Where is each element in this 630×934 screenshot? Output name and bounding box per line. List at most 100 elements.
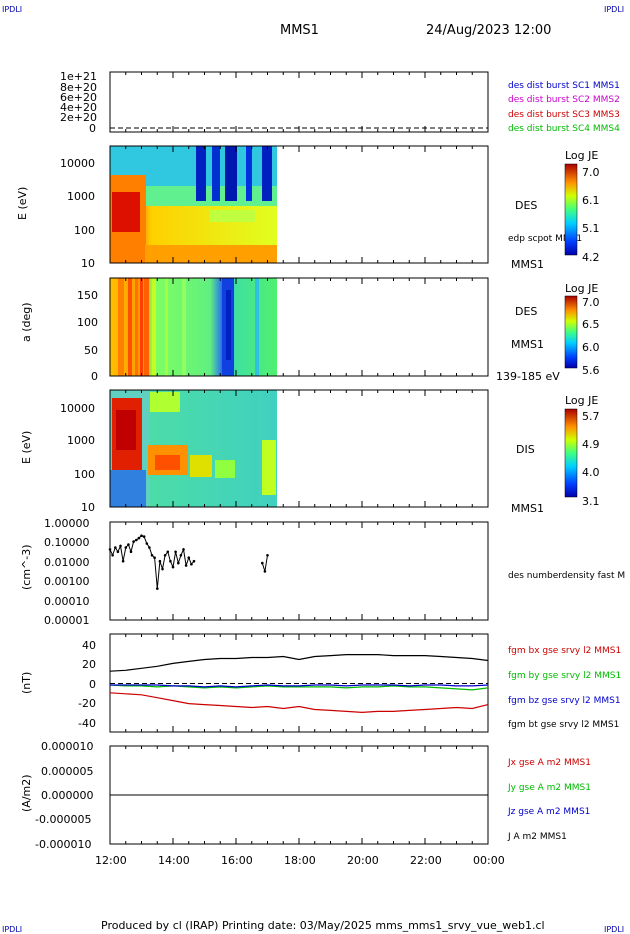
spacecraft-title: MMS1: [280, 23, 319, 38]
y-tick-label: 6e+20: [60, 91, 97, 104]
fgm-line-bt: [109, 653, 489, 672]
legend-sc2: des dist burst SC2 MMS2: [508, 95, 620, 105]
y-tick-label: 100: [74, 224, 95, 237]
colorbar-gradient: [564, 408, 578, 498]
y-tick-label: 0.00100: [44, 575, 90, 588]
fgm-line-bz: [110, 684, 489, 688]
y-tick-label: 0: [89, 122, 96, 135]
y-tick-label: 100: [74, 468, 95, 481]
fgm-series: [109, 653, 489, 714]
colorbar-des-energy: Log JE 7.0 6.1 5.1 4.2: [564, 149, 600, 264]
density-line: [109, 535, 195, 589]
corner-label-tr: IPDLI: [604, 5, 624, 14]
legend-sc4: des dist burst SC4 MMS4: [508, 124, 620, 134]
date-title: 24/Aug/2023 12:00: [426, 23, 551, 38]
side-label-dis: DIS: [516, 443, 535, 456]
footer-text: Produced by cl (IRAP) Printing date: 03/…: [101, 919, 545, 932]
colorbar-tick: 5.7: [582, 410, 600, 423]
colorbar-tick: 4.2: [582, 251, 600, 264]
time-axis: 12:00 14:00 16:00 18:00 20:00 22:00 00:0…: [95, 854, 505, 867]
overlay-label: edp scpot MMS1: [508, 234, 582, 244]
colorbar-tick: 7.0: [582, 296, 600, 309]
y-tick-label: 0: [91, 370, 98, 383]
colorbar-tick: 6.5: [582, 318, 600, 331]
sub-label-mms1: MMS1: [511, 502, 544, 515]
panel-des-pitch: a (deg) 150 100 50 0 DES MMS1 139-185 eV…: [20, 277, 600, 383]
y-tick-label: 4e+20: [60, 101, 97, 114]
y-tick-label: 10: [81, 257, 95, 270]
x-tick-label: 14:00: [158, 854, 190, 867]
legend-by: fgm by gse srvy l2 MMS1: [508, 671, 621, 681]
panel-current: (A/m2) 0.000010 0.000005 0.000000 -0.000…: [20, 740, 591, 851]
legend-j: J A m2 MMS1: [507, 832, 567, 842]
x-tick-label: 16:00: [221, 854, 253, 867]
colorbar-dis-energy: Log JE 5.7 4.9 4.0 3.1: [564, 394, 600, 508]
colorbar-des-pitch: Log JE 7.0 6.5 6.0 5.6: [564, 282, 600, 377]
legend-jy: Jy gse A m2 MMS1: [507, 783, 591, 793]
tick-marks: [109, 72, 489, 844]
y-axis-label: E (eV): [20, 431, 33, 464]
colorbar-title: Log JE: [565, 394, 598, 407]
panel-frame: [109, 71, 489, 133]
colorbar-tick: 4.9: [582, 438, 600, 451]
y-axis-label: a (deg): [20, 302, 33, 342]
y-tick-label: 20: [82, 658, 96, 671]
x-tick-label: 12:00: [95, 854, 127, 867]
density-line: [261, 555, 268, 572]
colorbar-gradient: [564, 295, 578, 369]
y-tick-label: 8e+20: [60, 81, 97, 94]
x-tick-label: 20:00: [347, 854, 379, 867]
y-tick-label: 0.000005: [41, 765, 94, 778]
legend-jz: Jz gse A m2 MMS1: [507, 807, 590, 817]
y-axis-label: (nT): [20, 672, 33, 694]
y-tick-label: 150: [77, 289, 98, 302]
y-tick-labels: 1e+21 8e+20 6e+20 4e+20 2e+20 0: [60, 70, 97, 135]
panel-dis-energy: E (eV) 10000 1000 100 10 DIS MMS1 Log JE…: [20, 389, 600, 515]
panel-fgm: (nT) 40 20 0 -20 -40 fgm bx gse srvy l2 …: [20, 633, 621, 733]
y-axis-label: E (eV): [16, 187, 29, 220]
sub-label-mms1: MMS1: [511, 258, 544, 271]
y-tick-label: 0.01000: [44, 556, 90, 569]
des-energy-spectrogram: [110, 146, 277, 263]
sub-label-mms1: MMS1: [511, 338, 544, 351]
y-tick-label: -20: [78, 697, 96, 710]
corner-label-tl: IPDLI: [2, 5, 22, 14]
colorbar-tick: 5.1: [582, 222, 600, 235]
y-tick-label: 0.10000: [44, 536, 90, 549]
des-pitch-spectrogram: [110, 278, 277, 376]
colorbar-tick: 3.1: [582, 495, 600, 508]
y-tick-label: 1e+21: [60, 70, 97, 83]
legend-bx: fgm bx gse srvy l2 MMS1: [508, 646, 621, 656]
y-tick-label: -0.000005: [35, 813, 91, 826]
dis-energy-spectrogram: [110, 390, 277, 507]
y-tick-label: 1000: [67, 190, 95, 203]
y-tick-label: 1.00000: [44, 517, 90, 530]
y-tick-label: 0.00001: [44, 614, 90, 627]
colorbar-title: Log JE: [565, 149, 598, 162]
y-tick-label: 0.000000: [41, 789, 94, 802]
side-label-des: DES: [515, 199, 537, 212]
colorbar-tick: 6.1: [582, 194, 600, 207]
y-tick-label: 0: [89, 678, 96, 691]
corner-label-bl: IPDLI: [2, 925, 22, 934]
y-tick-label: 100: [77, 316, 98, 329]
panel-frame: [109, 521, 489, 621]
colorbar-gradient: [564, 163, 578, 256]
colorbar-tick: 6.0: [582, 341, 600, 354]
y-tick-label: 50: [84, 344, 98, 357]
panel-density: (cm^-3) 1.00000 0.10000 0.01000 0.00100 …: [20, 517, 625, 627]
energy-range-label: 139-185 eV: [496, 370, 560, 383]
x-tick-label: 18:00: [284, 854, 316, 867]
legend-bt: fgm bt gse srvy l2 MMS1: [508, 720, 619, 730]
legend-sc1: des dist burst SC1 MMS1: [508, 81, 620, 91]
colorbar-tick: 4.0: [582, 466, 600, 479]
legend-jx: Jx gse A m2 MMS1: [507, 758, 591, 768]
side-label-des: DES: [515, 305, 537, 318]
y-axis-label: (A/m2): [20, 774, 33, 812]
y-tick-label: 10: [81, 501, 95, 514]
y-axis-label: (cm^-3): [20, 544, 33, 590]
legend-sc3: des dist burst SC3 MMS3: [508, 110, 620, 120]
y-tick-label: 1000: [67, 434, 95, 447]
panel-des-energy: E (eV) 10000 1000 100 10 DES edp scpot M…: [16, 145, 600, 271]
